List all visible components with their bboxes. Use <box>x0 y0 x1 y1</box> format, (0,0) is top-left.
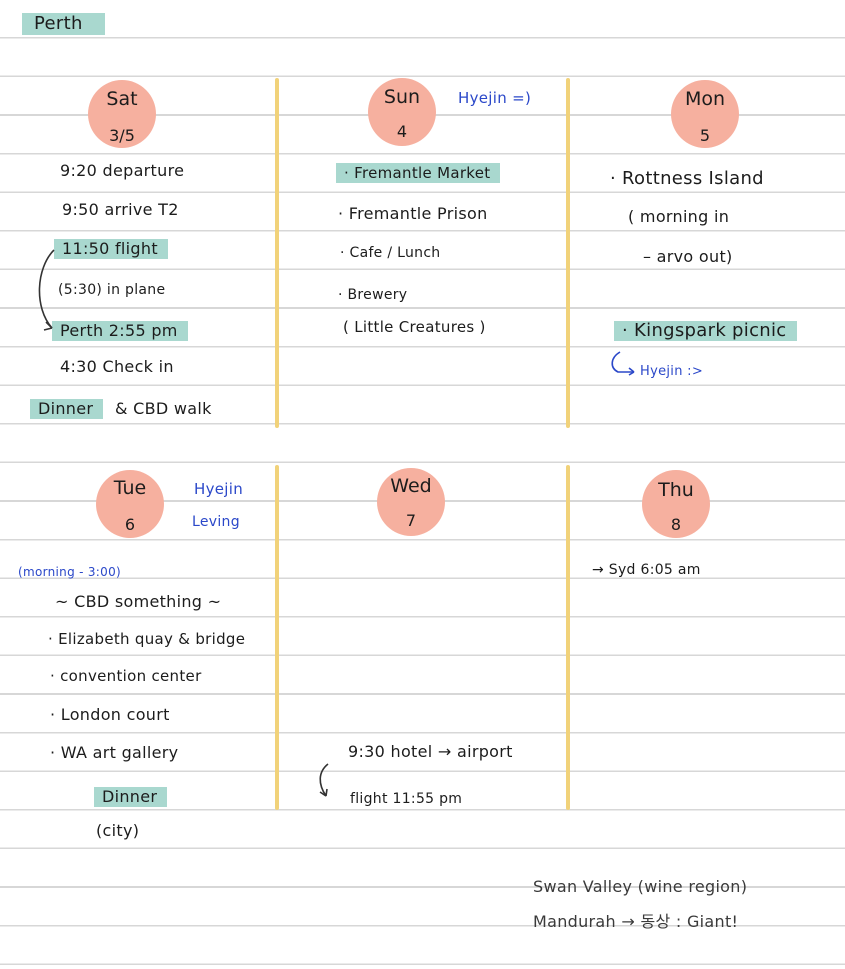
day-date-wed: 7 <box>405 511 417 530</box>
sun-item: ( Little Creatures ) <box>343 318 486 336</box>
sun-item: · Brewery <box>338 287 408 303</box>
tue-item: · convention center <box>50 667 202 685</box>
sun-item-fremantle-market: · Fremantle Market <box>336 163 501 183</box>
day-date-thu: 8 <box>670 515 682 534</box>
note-mon-hyejin: Hyejin :> <box>640 364 704 379</box>
sat-item-flight: 11:50 flight <box>54 239 168 259</box>
day-circle-thu <box>642 470 710 538</box>
wed-item: flight 11:55 pm <box>350 791 463 807</box>
sat-item: 9:20 departure <box>60 161 185 180</box>
mon-item: ( morning in <box>628 207 730 226</box>
day-date-mon: 5 <box>699 126 711 145</box>
sat-item: (5:30) in plane <box>58 282 166 298</box>
sat-item: & CBD walk <box>115 399 212 418</box>
thu-item: → Syd 6:05 am <box>592 562 701 578</box>
bottom-note: Mandurah → 동상 : Giant! <box>533 912 739 931</box>
day-label-mon: Mon <box>684 88 726 110</box>
note-tue-morning: (morning - 3:00) <box>18 565 121 579</box>
tue-item-dinner: Dinner <box>94 787 168 807</box>
note-sun-hyejin: Hyejin =) <box>458 89 532 107</box>
column-divider <box>566 78 570 428</box>
sat-item-perth: Perth 2:55 pm <box>52 321 188 341</box>
sun-item: · Fremantle Prison <box>338 204 488 223</box>
curved-arrow-icon <box>611 351 635 376</box>
day-circle-tue <box>96 470 164 538</box>
note-tue-hyejin: Hyejin <box>194 480 244 498</box>
column-divider <box>275 78 279 428</box>
day-circle-wed <box>377 468 445 536</box>
tue-item: · London court <box>50 705 170 724</box>
note-tue-leaving: Leving <box>192 514 240 530</box>
curved-arrow-icon <box>319 763 329 797</box>
bottom-note: Swan Valley (wine region) <box>533 877 748 896</box>
day-date-tue: 6 <box>124 515 136 534</box>
day-label-sat: Sat <box>106 88 138 110</box>
sat-item: 9:50 arrive T2 <box>62 200 179 219</box>
sun-item: · Cafe / Lunch <box>340 245 441 261</box>
curved-arrow-icon <box>38 249 55 331</box>
day-circle-sun <box>368 78 436 146</box>
column-divider <box>566 465 570 810</box>
day-circle-mon <box>671 80 739 148</box>
page-title: Perth <box>22 13 105 35</box>
mon-item-kingspark: · Kingspark picnic <box>614 321 797 341</box>
day-label-thu: Thu <box>658 479 694 501</box>
sat-item-dinner: Dinner <box>30 399 104 419</box>
tue-item: ~ CBD something ~ <box>55 592 222 611</box>
column-divider <box>275 465 279 810</box>
wed-item: 9:30 hotel → airport <box>348 742 513 761</box>
day-date-sat: 3/5 <box>109 126 135 145</box>
day-date-sun: 4 <box>396 122 408 141</box>
mon-item: – arvo out) <box>643 247 733 266</box>
tue-item: · WA art gallery <box>50 743 179 762</box>
day-label-sun: Sun <box>383 86 421 108</box>
tue-item: · Elizabeth quay & bridge <box>48 630 246 648</box>
day-circle-sat <box>88 80 156 148</box>
day-label-tue: Tue <box>113 477 147 499</box>
sat-item: 4:30 Check in <box>60 357 174 376</box>
tue-item: (city) <box>96 821 140 840</box>
mon-item: · Rottness Island <box>610 168 764 189</box>
day-label-wed: Wed <box>390 475 432 497</box>
